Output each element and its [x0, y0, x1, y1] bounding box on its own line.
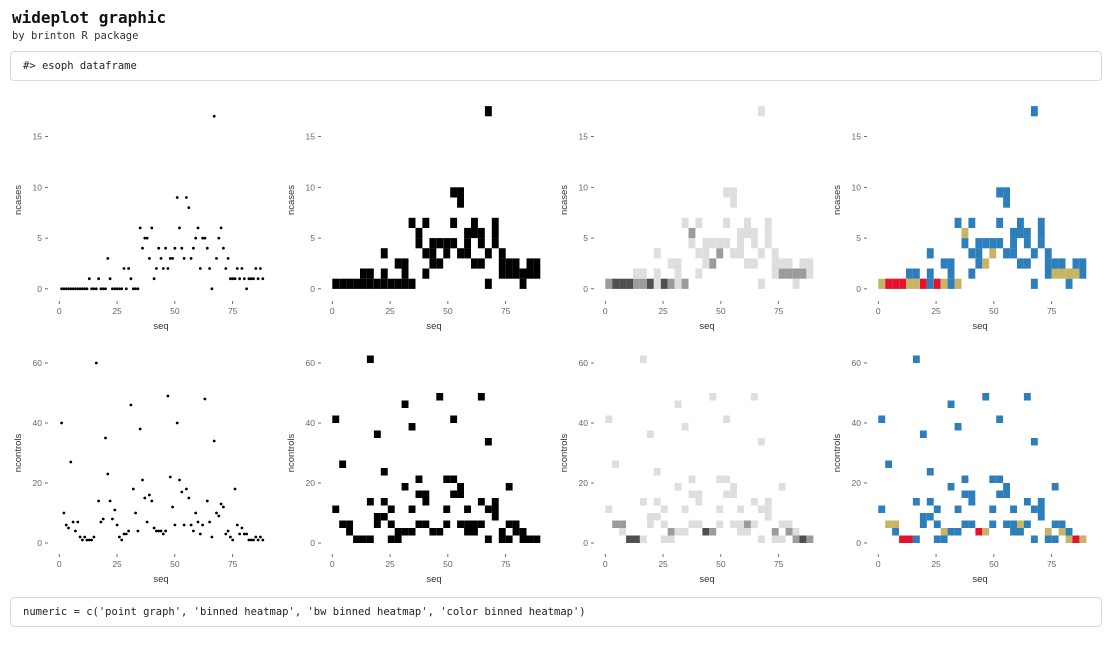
svg-text:50: 50 [170, 306, 180, 316]
svg-text:ncontrols: ncontrols [286, 433, 297, 472]
plot-ncases-color-binned-heatmap: 0 25 50 75 seq 0 5 10 15 ncases [829, 87, 1102, 340]
svg-text:15: 15 [579, 132, 589, 142]
svg-text:0: 0 [583, 284, 588, 294]
plot-ncontrols-binned-heatmap: 0 25 50 75 seq 0 20 40 60 ncontrols [283, 340, 556, 593]
svg-text:50: 50 [170, 559, 180, 569]
svg-text:0: 0 [310, 538, 315, 548]
svg-text:0: 0 [330, 306, 335, 316]
svg-text:75: 75 [774, 306, 784, 316]
svg-text:seq: seq [972, 321, 987, 332]
svg-text:60: 60 [306, 358, 316, 368]
svg-text:25: 25 [658, 306, 668, 316]
svg-text:5: 5 [856, 233, 861, 243]
svg-text:25: 25 [385, 306, 395, 316]
svg-text:seq: seq [699, 321, 714, 332]
svg-text:75: 75 [228, 306, 238, 316]
svg-text:0: 0 [37, 538, 42, 548]
svg-text:15: 15 [33, 132, 43, 142]
svg-text:75: 75 [1047, 559, 1057, 569]
svg-text:seq: seq [426, 574, 441, 585]
plot-ncases-bw-binned-heatmap: 0 25 50 75 seq 0 5 10 15 ncases [556, 87, 829, 340]
svg-text:20: 20 [852, 478, 862, 488]
svg-text:10: 10 [852, 182, 862, 192]
svg-text:ncontrols: ncontrols [559, 433, 570, 472]
svg-text:0: 0 [603, 306, 608, 316]
svg-text:0: 0 [856, 284, 861, 294]
svg-text:50: 50 [716, 559, 726, 569]
svg-text:0: 0 [310, 284, 315, 294]
svg-text:75: 75 [228, 559, 238, 569]
svg-text:25: 25 [931, 559, 941, 569]
svg-text:ncases: ncases [559, 185, 570, 215]
svg-text:15: 15 [852, 132, 862, 142]
plot-ncontrols-bw-binned-heatmap: 0 25 50 75 seq 0 20 40 60 ncontrols [556, 340, 829, 593]
svg-text:5: 5 [37, 233, 42, 243]
svg-text:ncases: ncases [832, 185, 843, 215]
svg-text:10: 10 [33, 182, 43, 192]
svg-text:50: 50 [989, 559, 999, 569]
plot-ncontrols-point-graph: 0 25 50 75 seq 0 20 40 60 ncontrols [10, 340, 283, 593]
svg-text:seq: seq [972, 574, 987, 585]
svg-text:50: 50 [716, 306, 726, 316]
plot-ncases-binned-heatmap: 0 25 50 75 seq 0 5 10 15 ncases [283, 87, 556, 340]
svg-text:40: 40 [579, 418, 589, 428]
svg-text:0: 0 [583, 538, 588, 548]
plot-grid: 0 25 50 75 seq 0 5 10 15 ncases 0 25 50 75 seq 0 5 10 15 nc… [10, 87, 1102, 593]
svg-text:50: 50 [443, 306, 453, 316]
svg-text:ncases: ncases [286, 185, 297, 215]
svg-text:5: 5 [583, 233, 588, 243]
svg-text:seq: seq [153, 321, 168, 332]
svg-text:seq: seq [426, 321, 441, 332]
plot-ncontrols-color-binned-heatmap: 0 25 50 75 seq 0 20 40 60 ncontrols [829, 340, 1102, 593]
svg-text:10: 10 [579, 182, 589, 192]
svg-text:seq: seq [699, 574, 714, 585]
svg-text:75: 75 [1047, 306, 1057, 316]
svg-text:0: 0 [57, 559, 62, 569]
svg-text:25: 25 [658, 559, 668, 569]
page-subtitle: by brinton R package [12, 30, 139, 42]
svg-text:25: 25 [112, 559, 122, 569]
svg-text:20: 20 [579, 478, 589, 488]
svg-text:0: 0 [876, 306, 881, 316]
svg-text:0: 0 [856, 538, 861, 548]
svg-text:50: 50 [443, 559, 453, 569]
svg-text:0: 0 [876, 559, 881, 569]
svg-text:ncontrols: ncontrols [13, 433, 24, 472]
svg-text:40: 40 [33, 418, 43, 428]
plot-ncases-point-graph: 0 25 50 75 seq 0 5 10 15 ncases [10, 87, 283, 340]
svg-text:75: 75 [774, 559, 784, 569]
svg-text:25: 25 [112, 306, 122, 316]
svg-text:0: 0 [37, 284, 42, 294]
svg-text:5: 5 [310, 233, 315, 243]
svg-text:75: 75 [501, 559, 511, 569]
svg-text:75: 75 [501, 306, 511, 316]
svg-text:10: 10 [306, 182, 316, 192]
numeric-spec-code-box: numeric = c('point graph', 'binned heatm… [10, 597, 1102, 627]
svg-text:0: 0 [57, 306, 62, 316]
svg-text:seq: seq [153, 574, 168, 585]
svg-text:60: 60 [852, 358, 862, 368]
svg-text:25: 25 [931, 306, 941, 316]
svg-text:40: 40 [306, 418, 316, 428]
svg-text:15: 15 [306, 132, 316, 142]
svg-text:60: 60 [579, 358, 589, 368]
svg-text:0: 0 [603, 559, 608, 569]
svg-text:25: 25 [385, 559, 395, 569]
svg-text:ncases: ncases [13, 185, 24, 215]
svg-text:60: 60 [33, 358, 43, 368]
page-title: wideplot graphic [12, 8, 167, 27]
svg-text:40: 40 [852, 418, 862, 428]
svg-text:0: 0 [330, 559, 335, 569]
dataframe-code-box: #> esoph dataframe [10, 51, 1102, 81]
svg-text:20: 20 [306, 478, 316, 488]
svg-text:50: 50 [989, 306, 999, 316]
svg-text:ncontrols: ncontrols [832, 433, 843, 472]
svg-text:20: 20 [33, 478, 43, 488]
